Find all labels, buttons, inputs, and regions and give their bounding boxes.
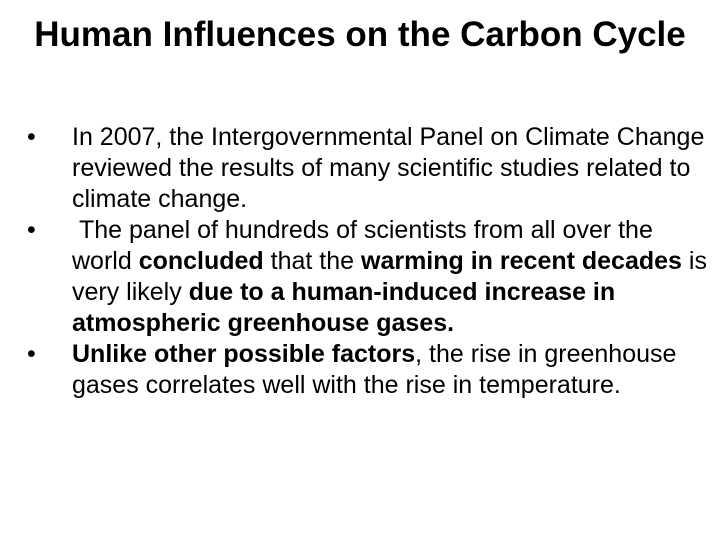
bold-text: due to a human-induced increase in atmos… bbox=[72, 278, 623, 337]
bold-text: concluded bbox=[138, 247, 264, 275]
text-run: The panel of hundreds of scientists from… bbox=[72, 216, 660, 275]
text-run: is very likely bbox=[72, 247, 714, 306]
text-run: In 2007, the Intergovernmental Panel on … bbox=[72, 123, 712, 213]
bold-text: Unlike other possible factors bbox=[72, 340, 416, 368]
slide-title: Human Influences on the Carbon Cycle bbox=[34, 15, 686, 54]
bold-text: warming in recent decades bbox=[361, 247, 682, 275]
text-run: that the bbox=[263, 247, 361, 275]
bullet-list: In 2007, the Intergovernmental Panel on … bbox=[27, 122, 707, 401]
bullet-item: In 2007, the Intergovernmental Panel on … bbox=[27, 122, 707, 215]
bullet-item: The panel of hundreds of scientists from… bbox=[27, 215, 707, 339]
text-run: , the rise in greenhouse gases correlate… bbox=[72, 340, 684, 399]
bullet-item: Unlike other possible factors, the rise … bbox=[27, 339, 707, 401]
